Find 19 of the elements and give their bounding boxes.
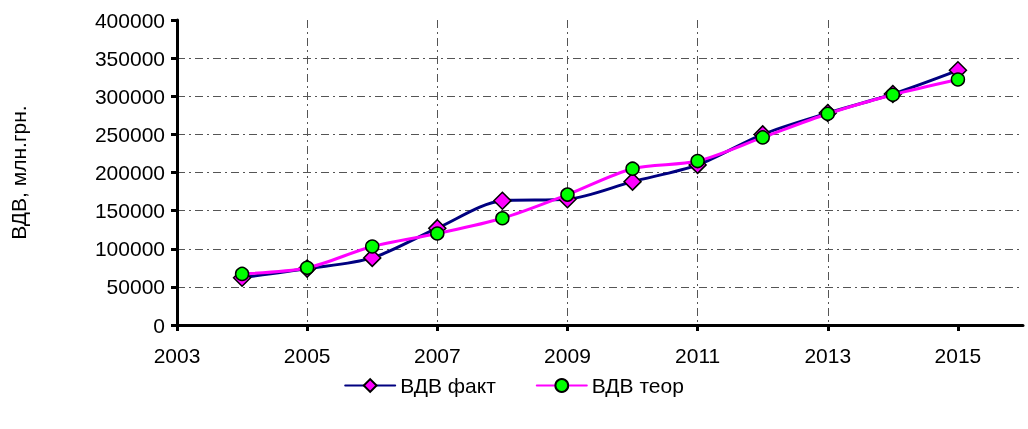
y-tick-label: 250000 <box>94 122 165 146</box>
y-tick-label: 100000 <box>94 237 165 261</box>
y-tick-label: 50000 <box>106 275 165 299</box>
x-tick-label: 2009 <box>544 344 591 367</box>
legend-label: ВДВ факт <box>400 374 497 397</box>
y-tick-label: 400000 <box>94 8 165 32</box>
x-tick-label: 2013 <box>804 344 852 367</box>
x-tick-label: 2007 <box>413 344 461 367</box>
x-tick-label: 2003 <box>153 344 201 367</box>
x-tick-label: 2005 <box>283 344 331 367</box>
y-tick-label: 150000 <box>94 199 165 223</box>
x-tick-label: 2015 <box>934 344 982 367</box>
y-tick-label: 0 <box>153 313 165 337</box>
legend-label: ВДВ теор <box>591 374 684 397</box>
y-tick-label: 350000 <box>94 46 165 70</box>
y-tick-label: 300000 <box>94 84 165 108</box>
x-tick-label: 2011 <box>675 344 721 367</box>
y-tick-label: 200000 <box>94 161 165 184</box>
y-axis-title: ВДВ, млн.грн. <box>7 105 30 240</box>
